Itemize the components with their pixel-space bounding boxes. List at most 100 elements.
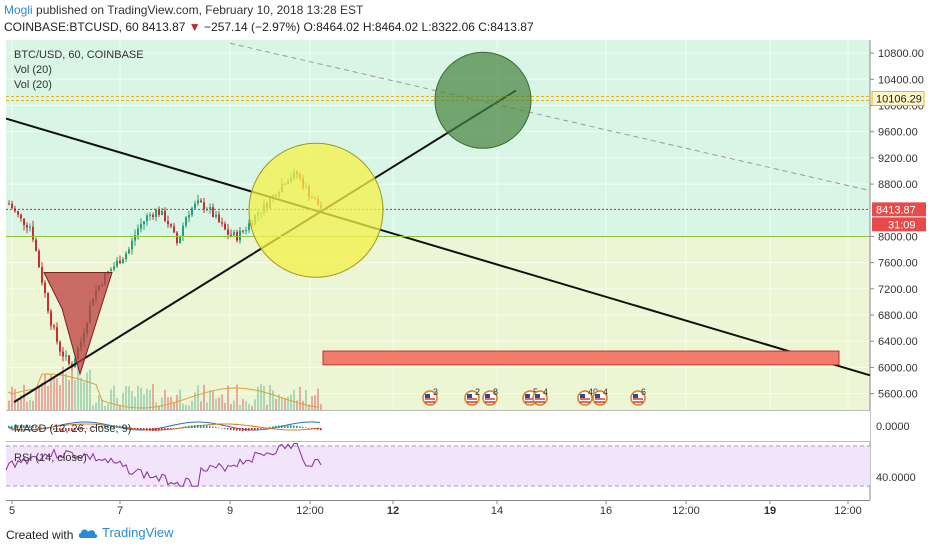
volume-bar xyxy=(41,382,43,410)
volume-bar xyxy=(266,404,268,410)
flag-canton xyxy=(535,394,540,398)
volume-bars xyxy=(7,366,322,410)
candle-body xyxy=(179,235,181,244)
descending-trendline[interactable] xyxy=(5,117,871,377)
macd-hist-bar xyxy=(266,427,268,429)
event-flag[interactable]: 8 xyxy=(482,387,498,406)
candle-body xyxy=(200,200,202,203)
macd-hist-bar xyxy=(314,428,316,430)
macd-hist-bar xyxy=(23,425,25,428)
macd-hist-bar xyxy=(137,428,139,430)
candle-body xyxy=(137,228,139,236)
candle-body xyxy=(53,325,55,328)
event-count: 8 xyxy=(493,387,498,397)
volume-bar xyxy=(77,366,79,410)
time-tick-label: 9 xyxy=(227,505,233,516)
yellow-circle-highlight[interactable] xyxy=(248,142,384,278)
pattern-shape[interactable] xyxy=(43,271,113,376)
candle-body xyxy=(23,218,25,226)
volume-bar xyxy=(173,402,175,410)
volume-bar xyxy=(74,380,76,410)
event-count: 6 xyxy=(641,387,646,397)
volume-bar xyxy=(191,400,193,410)
volume-bar xyxy=(320,404,322,410)
volume-bar xyxy=(308,404,310,410)
rsi-band xyxy=(6,446,870,486)
volume-bar xyxy=(149,390,151,410)
candle-body xyxy=(170,224,172,227)
macd-hist-bar xyxy=(233,428,235,431)
macd-hist-bar xyxy=(296,425,298,428)
candle-body xyxy=(131,240,133,250)
volume-bar xyxy=(62,366,64,410)
lower-zone xyxy=(6,236,870,410)
macd-hist-bar xyxy=(14,425,16,428)
candle-body xyxy=(233,231,235,235)
volume-bar xyxy=(17,400,19,410)
macd-hist-bar xyxy=(35,426,37,428)
price-tick-label: 7600.00 xyxy=(878,258,918,270)
macd-hist-bar xyxy=(128,427,130,428)
volume-bar xyxy=(269,385,271,410)
volume-bar xyxy=(140,387,142,410)
candle-body xyxy=(167,221,169,225)
macd-hist-bar xyxy=(113,425,115,428)
event-flag[interactable]: 6 xyxy=(630,387,646,406)
volume-bar xyxy=(56,378,58,410)
legend-main: BTC/USD, 60, COINBASE xyxy=(14,49,144,61)
candle-body xyxy=(29,226,31,228)
volume-bar xyxy=(101,399,103,410)
macd-hist-bar xyxy=(92,427,94,428)
candle-body xyxy=(47,293,49,312)
volume-bar xyxy=(152,384,154,410)
price-chart[interactable]: 10800.0010400.0010000.009600.009200.0088… xyxy=(0,0,932,516)
target-zone-rect[interactable] xyxy=(322,350,840,366)
price-axis: 10800.0010400.0010000.009600.009200.0088… xyxy=(870,48,924,401)
price-tick-label: 5600.00 xyxy=(878,389,918,401)
legend-vol-1: Vol (20) xyxy=(14,64,52,76)
green-circle-target[interactable] xyxy=(434,51,532,149)
dashed-trendline[interactable] xyxy=(229,42,871,192)
event-flag[interactable]: 4 xyxy=(592,387,608,406)
volume-bar xyxy=(71,371,73,410)
macd-histogram xyxy=(8,425,322,431)
volume-bar xyxy=(98,395,100,410)
economic-events[interactable]: 328544046 xyxy=(422,387,646,406)
event-flag[interactable]: 40 xyxy=(577,387,598,406)
macd-hist-bar xyxy=(242,428,244,431)
cloud-icon xyxy=(78,528,98,538)
macd-hist-bar xyxy=(11,425,13,428)
macd-hist-bar xyxy=(80,428,82,430)
author-link[interactable]: Mogli xyxy=(4,3,33,17)
macd-hist-bar xyxy=(107,425,109,428)
candle-body xyxy=(152,214,154,217)
macd-hist-bar xyxy=(263,428,265,429)
volume-bar xyxy=(251,405,253,410)
macd-hist-bar xyxy=(170,428,172,430)
macd-hist-bar xyxy=(8,426,10,428)
macd-hist-bar xyxy=(317,428,319,430)
macd-hist-bar xyxy=(110,425,112,428)
event-flag[interactable]: 3 xyxy=(422,387,438,406)
volume-bar xyxy=(143,393,145,410)
volume-bar xyxy=(11,386,13,410)
macd-hist-bar xyxy=(176,427,178,429)
candle-body xyxy=(125,253,127,259)
volume-bar xyxy=(311,396,313,410)
macd-hist-bar xyxy=(20,425,22,428)
flag-canton xyxy=(595,394,600,398)
candle-body xyxy=(245,229,247,231)
volume-bar xyxy=(299,386,301,410)
macd-hist-bar xyxy=(206,425,208,428)
macd-hist-bar xyxy=(239,428,241,431)
macd-hist-bar xyxy=(95,426,97,428)
event-flag[interactable]: 4 xyxy=(532,387,548,406)
candle-body xyxy=(248,223,250,230)
volume-bar xyxy=(23,384,25,410)
macd-hist-bar xyxy=(122,426,124,428)
candle-body xyxy=(113,266,115,270)
candle-body xyxy=(59,341,61,352)
candle-body xyxy=(164,210,166,222)
event-flag[interactable]: 2 xyxy=(464,387,480,406)
tradingview-logo[interactable]: TradingView xyxy=(78,525,174,540)
